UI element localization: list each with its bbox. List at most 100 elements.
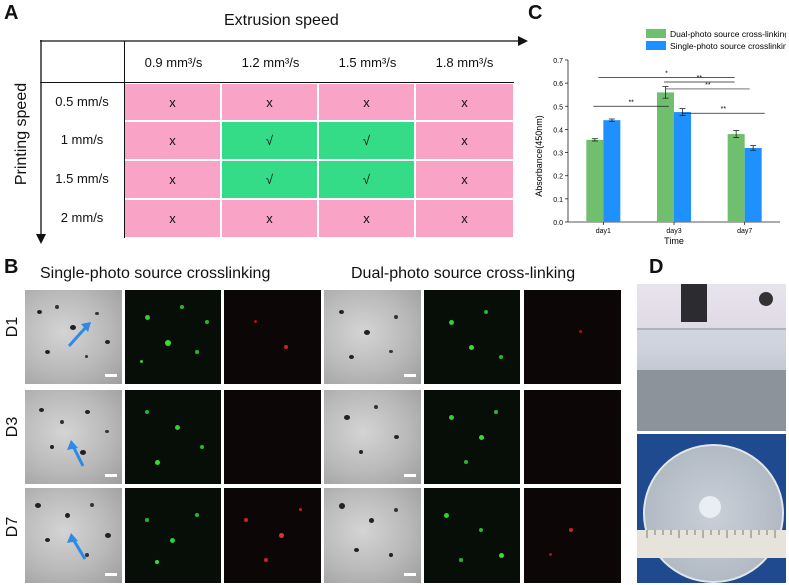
row-tag-d3: D3 bbox=[4, 416, 21, 438]
col-header: 0.9 mm³/s bbox=[144, 54, 203, 70]
row-label: 0.5 mm/s bbox=[55, 94, 109, 109]
chart-xlabel: Time bbox=[664, 236, 684, 246]
significance-label: ** bbox=[628, 99, 634, 106]
chart-bar bbox=[657, 92, 674, 223]
row-label: 1.5 mm/s bbox=[55, 171, 109, 186]
printed-construct bbox=[699, 496, 721, 518]
micrograph-brightfield bbox=[25, 488, 122, 583]
scale-bar bbox=[404, 573, 416, 576]
micrograph-brightfield bbox=[25, 290, 122, 384]
grid-cell: x bbox=[416, 122, 513, 159]
row-tag-d7: D7 bbox=[4, 516, 21, 538]
chart-bar bbox=[603, 120, 621, 222]
chart-bar bbox=[586, 139, 604, 222]
legend-label-single: Single-photo source crosslinking bbox=[670, 41, 786, 51]
chart-ylabel: Absorbance(450nm) bbox=[534, 115, 544, 197]
photo-side-view bbox=[637, 284, 786, 431]
significance-label: * bbox=[665, 70, 668, 77]
micrograph-brightfield bbox=[324, 290, 421, 384]
grid-cell: x bbox=[125, 84, 220, 120]
micrograph-brightfield bbox=[324, 390, 421, 484]
chart-x-tick-label: day3 bbox=[666, 228, 681, 235]
chart-x-tick-label: day7 bbox=[737, 228, 752, 235]
micrograph-red bbox=[224, 488, 321, 583]
petri-dish-side bbox=[637, 328, 786, 372]
micrograph-brightfield bbox=[25, 390, 122, 484]
legend-swatch-single bbox=[646, 41, 666, 50]
chart-bar bbox=[727, 134, 745, 222]
photo-top-view bbox=[637, 434, 786, 583]
legend-label-dual: Dual-photo source cross-linking bbox=[670, 29, 786, 39]
micrograph-green bbox=[424, 488, 520, 583]
chart-y-tick-label: 0.0 bbox=[553, 220, 563, 227]
micrograph-green bbox=[125, 290, 221, 384]
micrograph-red bbox=[524, 290, 621, 384]
chart-y-tick-label: 0.7 bbox=[553, 58, 563, 65]
scale-bar bbox=[404, 374, 416, 377]
chart-y-tick-label: 0.3 bbox=[553, 151, 563, 158]
arrow-icon bbox=[67, 533, 87, 560]
grid-cell: x bbox=[125, 161, 220, 198]
panel-d-letter: D bbox=[649, 256, 664, 278]
grid-cell: x bbox=[416, 200, 513, 237]
chart-y-tick-label: 0.1 bbox=[553, 197, 563, 204]
micrograph-red bbox=[224, 390, 321, 484]
legend-swatch-dual bbox=[646, 29, 666, 38]
chart-y-tick-label: 0.6 bbox=[553, 81, 563, 88]
chart-bar bbox=[744, 147, 762, 222]
row-label: 1 mm/s bbox=[60, 132, 104, 147]
col-header: 1.5 mm³/s bbox=[338, 54, 397, 70]
printing-axis-arrow bbox=[36, 40, 46, 244]
scale-bar bbox=[105, 573, 117, 576]
col-header: 1.2 mm³/s bbox=[241, 54, 300, 70]
micrograph-green bbox=[125, 488, 221, 583]
col-header: 1.8 mm³/s bbox=[435, 54, 494, 70]
micrograph-red bbox=[524, 390, 621, 484]
chart-y-tick-label: 0.5 bbox=[553, 104, 563, 111]
micrograph-brightfield bbox=[324, 488, 421, 583]
grid-cell: √ bbox=[319, 122, 414, 159]
extrusion-axis-arrow bbox=[40, 36, 528, 46]
significance-label: ** bbox=[697, 75, 703, 82]
grid-cell: x bbox=[416, 84, 513, 120]
row-label: 2 mm/s bbox=[60, 210, 104, 225]
dual-photo-title: Dual-photo source cross-linking bbox=[351, 265, 576, 282]
grid-cell: x bbox=[319, 84, 414, 120]
printing-speed-label: Printing speed bbox=[13, 82, 30, 186]
scale-bar bbox=[404, 474, 416, 477]
arrow-icon bbox=[67, 322, 91, 348]
grid-cell: x bbox=[222, 84, 317, 120]
arrow-icon bbox=[67, 440, 85, 467]
chart-legend: Dual-photo source cross-linking Single-p… bbox=[646, 29, 786, 51]
ruler-icon bbox=[637, 530, 786, 558]
chart-y-tick-label: 0.4 bbox=[553, 127, 563, 134]
micrograph-green bbox=[424, 290, 520, 384]
stage-surface bbox=[637, 370, 786, 431]
micrograph-green bbox=[424, 390, 520, 484]
grid-cell: √ bbox=[222, 161, 317, 198]
significance-label: ** bbox=[705, 82, 711, 89]
significance-label: ** bbox=[721, 106, 727, 113]
micrograph-red bbox=[224, 290, 321, 384]
bolt-icon bbox=[759, 292, 773, 306]
micrograph-green bbox=[125, 390, 221, 484]
nozzle-icon bbox=[681, 284, 707, 322]
grid-cell: x bbox=[416, 161, 513, 198]
grid-cell: x bbox=[125, 122, 220, 159]
grid-cell: x bbox=[125, 200, 220, 237]
extrusion-speed-label: Extrusion speed bbox=[224, 12, 339, 29]
panel-b-letter: B bbox=[4, 256, 19, 278]
scale-bar bbox=[105, 474, 117, 477]
grid-cell: x bbox=[319, 200, 414, 237]
grid-divider-vertical bbox=[124, 41, 125, 238]
scale-bar bbox=[105, 374, 117, 377]
grid-cell: x bbox=[222, 200, 317, 237]
grid-cell: √ bbox=[319, 161, 414, 198]
chart-y-tick-label: 0.2 bbox=[553, 174, 563, 181]
micrograph-red bbox=[524, 488, 621, 583]
panel-a-letter: A bbox=[4, 2, 19, 24]
chart-bar bbox=[674, 112, 691, 222]
single-photo-title: Single-photo source crosslinking bbox=[40, 265, 271, 282]
panel-c-letter: C bbox=[528, 2, 543, 24]
